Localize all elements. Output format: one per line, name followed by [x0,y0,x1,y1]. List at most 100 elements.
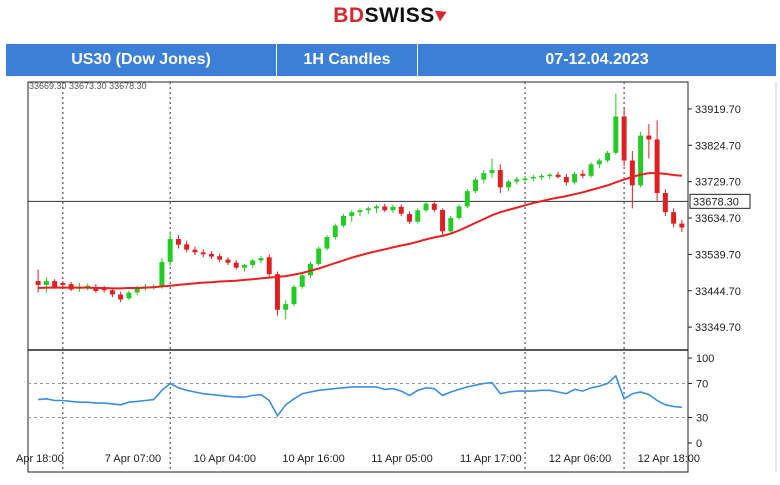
candle-body [258,258,264,261]
candle-body [654,139,660,194]
candle-body [431,203,437,210]
candle-body [365,208,371,211]
candle-body [580,173,586,176]
candle-body [35,281,41,285]
candle-body [646,135,652,140]
candle-body [60,283,66,285]
candle-body [588,164,594,176]
indicator-y-tick-label: 100 [696,353,714,365]
candle-body [539,175,545,178]
candle-body [167,238,173,262]
y-tick-label: 33444.70 [695,286,741,298]
x-tick-label: Apr 18:00 [16,453,64,465]
x-tick-label: 10 Apr 04:00 [194,453,256,465]
candle-body [407,214,412,222]
candle-body [382,206,388,211]
candle-body [547,174,553,177]
y-tick-label: 33634.70 [695,213,741,225]
candle-body [250,260,256,266]
chart-header: US30 (Dow Jones) 1H Candles 07-12.04.202… [6,44,776,76]
candle-body [514,179,520,182]
brand-logo: BDSWISS [0,4,780,34]
candle-body [324,237,330,249]
symbol-label: US30 (Dow Jones) [6,44,277,76]
candle-body [134,287,140,293]
candle-body [349,212,355,216]
date-range-label: 07-12.04.2023 [545,51,649,68]
candle-body [464,191,470,207]
candle-body [43,281,49,285]
chart-frame [27,81,689,473]
x-tick-label: 11 Apr 05:00 [371,453,433,465]
candle-body [489,170,495,174]
current-price-box [689,193,751,209]
x-tick-label: 10 Apr 16:00 [282,453,344,465]
candle-body [390,206,396,211]
y-tick-label: 33824.70 [695,140,741,152]
candle-body [671,212,677,224]
candle-body [679,223,685,228]
x-tick-label: 12 Apr 18:00 [638,453,700,465]
candle-body [308,263,313,276]
brand-logo-part2: SWISS [364,4,435,27]
candle-body [596,160,602,165]
y-tick-label: 33539.70 [695,249,741,261]
candle-body [481,173,487,180]
candle-body [638,135,644,186]
candle-body [225,259,231,263]
candle-body [613,116,619,153]
candle-body [506,181,512,188]
candle-body [621,116,627,161]
candle-body [374,206,379,209]
candle-body [448,217,454,232]
candle-body [101,287,107,291]
candle-body [241,265,247,268]
candle-body [274,274,280,310]
candle-body [456,206,462,218]
moving-average-line [38,172,682,290]
candle-body [126,292,132,299]
candle-body [316,248,322,264]
candle-body [283,304,289,310]
ohlc-readout: 33669.30 33673.30 33678.30 [29,81,147,91]
current-price-label: 33678.30 [693,196,739,208]
candle-body [341,216,346,226]
indicator-y-tick-label: 0 [696,438,702,450]
y-tick-label: 33729.70 [695,177,741,189]
candle-body [398,206,404,214]
candle-body [415,210,421,222]
candle-body [208,253,214,257]
candle-body [184,244,190,250]
x-tick-label: 12 Apr 06:00 [549,453,611,465]
candle-body [530,176,536,179]
candle-body [332,225,338,238]
x-tick-label: 11 Apr 17:00 [460,453,522,465]
brand-logo-part1: BD [333,4,365,27]
candle-body [555,174,561,177]
candle-body [473,179,479,192]
candle-body [233,262,239,268]
timeframe-label: 1H Candles [277,44,418,76]
candle-body [266,257,272,275]
candle-body [563,176,569,183]
candle-body [423,203,429,211]
candle-body [440,209,446,232]
candle-body [109,290,115,295]
candle-body [52,281,58,287]
candle-body [217,256,223,260]
indicator-y-tick-label: 30 [696,413,708,425]
candle-body [522,178,528,180]
candle-body [291,286,297,305]
x-tick-label: 7 Apr 07:00 [105,453,161,465]
candle-body [175,238,181,245]
y-tick-label: 33349.70 [695,322,741,334]
candle-body [497,170,503,188]
candle-body [192,249,198,253]
candle-body [605,152,611,161]
indicator-line [38,374,682,418]
candle-body [572,173,578,183]
candle-body [159,261,165,287]
candle-body [629,160,635,186]
candle-body [662,193,668,213]
